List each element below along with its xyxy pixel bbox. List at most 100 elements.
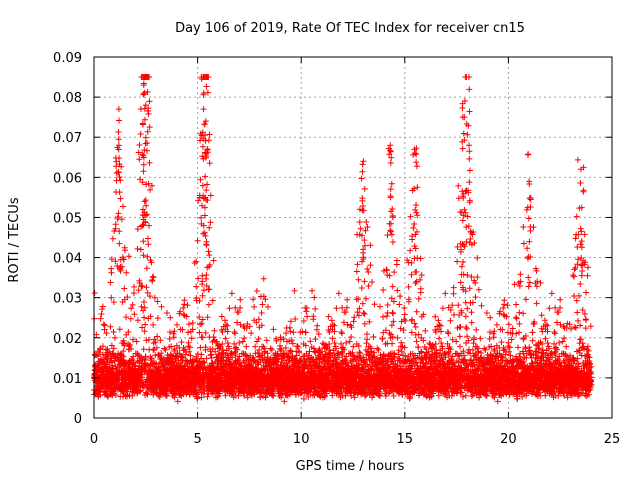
data-point [206, 131, 213, 138]
data-point [243, 343, 250, 350]
data-point [112, 258, 119, 265]
data-point [248, 330, 255, 337]
data-point [167, 314, 174, 321]
data-point [116, 189, 123, 196]
data-point [120, 203, 127, 210]
data-point [389, 214, 396, 221]
data-point [376, 303, 383, 310]
data-point [262, 296, 269, 303]
data-point [387, 186, 394, 193]
data-point [161, 345, 168, 352]
data-point [144, 128, 151, 135]
data-point [397, 325, 404, 332]
data-point [394, 287, 401, 294]
data-point [99, 367, 106, 374]
data-point [143, 284, 150, 291]
data-point [154, 315, 161, 322]
data-point [136, 280, 143, 287]
data-point [171, 359, 178, 366]
data-point [408, 259, 415, 266]
data-point [415, 344, 422, 351]
data-point [163, 392, 170, 399]
data-point [390, 310, 397, 317]
data-point [412, 324, 419, 331]
data-point [290, 329, 297, 336]
data-point [384, 232, 391, 239]
data-point [146, 98, 153, 105]
data-point [422, 327, 429, 334]
data-point [363, 219, 370, 226]
data-point [139, 121, 146, 128]
data-point [121, 247, 128, 254]
data-point [185, 329, 192, 336]
data-point [154, 298, 161, 305]
data-point [199, 272, 206, 279]
data-point [185, 321, 192, 328]
data-point [393, 257, 400, 264]
data-point [232, 330, 239, 337]
data-point [116, 155, 123, 162]
data-point [365, 268, 372, 275]
data-point [258, 310, 265, 317]
data-point [110, 328, 117, 335]
data-point [143, 337, 150, 344]
data-point [185, 339, 192, 346]
data-point [367, 242, 374, 249]
data-point [158, 303, 165, 310]
data-point [144, 88, 151, 95]
data-point [415, 295, 422, 302]
data-point [152, 338, 159, 345]
data-point [123, 314, 130, 321]
data-point [348, 334, 355, 341]
data-point [402, 317, 409, 324]
data-point [141, 304, 148, 311]
data-point [209, 297, 216, 304]
data-point [191, 260, 198, 267]
data-point [116, 173, 123, 180]
data-point [129, 356, 136, 363]
data-point [146, 293, 153, 300]
data-point [180, 305, 187, 312]
data-point [314, 322, 321, 329]
data-point [202, 329, 209, 336]
data-point [138, 303, 145, 310]
data-point [251, 303, 258, 310]
data-point [303, 308, 310, 315]
data-point [97, 315, 104, 322]
data-point [99, 303, 106, 310]
data-point [174, 321, 181, 328]
data-point [131, 283, 138, 290]
data-point [253, 287, 260, 294]
data-point [396, 301, 403, 308]
data-point [226, 305, 233, 312]
data-point [134, 226, 141, 233]
data-point [325, 313, 332, 320]
data-point [384, 301, 391, 308]
data-point [394, 334, 401, 341]
data-point [304, 313, 311, 320]
data-point [203, 83, 210, 90]
data-point [380, 313, 387, 320]
data-point [412, 280, 419, 287]
data-point [300, 317, 307, 324]
data-point [125, 328, 132, 335]
data-point [160, 355, 167, 362]
data-point [364, 266, 371, 273]
data-point [148, 259, 155, 266]
data-point [170, 334, 177, 341]
data-point [145, 111, 152, 118]
data-point [241, 335, 248, 342]
data-point [355, 296, 362, 303]
data-point [117, 267, 124, 274]
data-point [146, 124, 153, 131]
data-point [151, 294, 158, 301]
data-point [350, 318, 357, 325]
data-point [210, 257, 217, 264]
data-point [398, 348, 405, 355]
data-point [237, 296, 244, 303]
data-point [135, 149, 142, 156]
data-point [106, 348, 113, 355]
data-point [374, 345, 381, 352]
data-point [171, 346, 178, 353]
data-point [362, 295, 369, 302]
